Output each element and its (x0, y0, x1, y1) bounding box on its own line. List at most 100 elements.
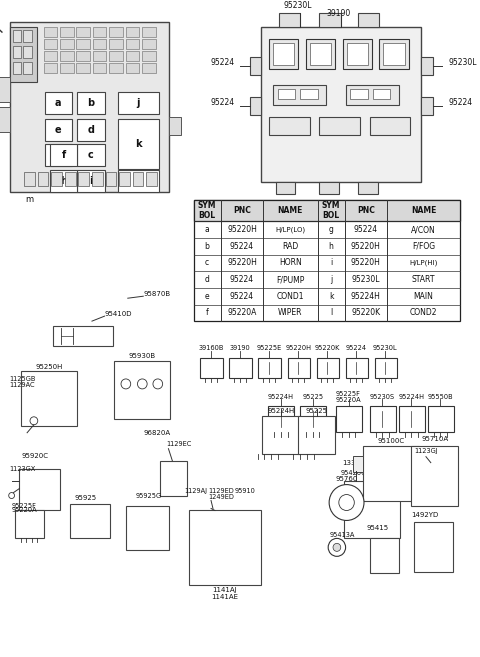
Text: NAME: NAME (411, 206, 436, 215)
Text: 95230L: 95230L (284, 1, 312, 10)
Bar (109, 51, 123, 61)
Bar (126, 27, 139, 37)
Bar (45, 92, 72, 114)
Text: f: f (206, 308, 208, 317)
Text: 95760: 95760 (336, 476, 358, 482)
Text: 95930B: 95930B (129, 353, 156, 359)
Bar (421, 57, 433, 75)
Bar (142, 39, 156, 49)
Text: 95230S: 95230S (370, 394, 395, 400)
Bar (93, 39, 107, 49)
Bar (14, 510, 44, 538)
Bar (19, 468, 60, 510)
Text: 95250H: 95250H (36, 364, 63, 370)
Text: 95920C: 95920C (21, 453, 48, 459)
Bar (118, 170, 159, 192)
Bar (169, 117, 181, 135)
Text: k: k (135, 139, 142, 148)
Text: 95224: 95224 (210, 99, 234, 107)
Text: PNC: PNC (357, 206, 375, 215)
Text: 95224: 95224 (354, 225, 378, 235)
Bar (344, 480, 400, 538)
Bar (316, 358, 339, 378)
Text: c: c (205, 258, 209, 267)
Bar (273, 43, 294, 65)
Bar (320, 13, 341, 27)
Text: WIPER: WIPER (278, 308, 303, 317)
Bar (44, 63, 57, 73)
Bar (60, 27, 73, 37)
Bar (384, 43, 405, 65)
Text: 1125GB: 1125GB (10, 376, 36, 382)
Bar (51, 171, 62, 185)
Text: j: j (330, 275, 332, 284)
Bar (93, 51, 107, 61)
Bar (411, 445, 458, 505)
Text: SYM
BOL: SYM BOL (198, 201, 216, 220)
Bar (229, 358, 252, 378)
Bar (126, 63, 139, 73)
Bar (273, 85, 326, 105)
Text: F/PUMP: F/PUMP (276, 275, 305, 284)
Text: 95220H: 95220H (351, 242, 381, 251)
Bar (45, 144, 72, 166)
Bar (106, 171, 116, 185)
Bar (189, 510, 262, 585)
Bar (0, 77, 10, 102)
Text: 95220H: 95220H (351, 258, 381, 267)
Bar (310, 43, 331, 65)
Text: H/LP(LO): H/LP(LO) (276, 227, 305, 233)
Bar (50, 170, 77, 192)
Bar (350, 89, 368, 99)
Text: 95925G: 95925G (135, 493, 162, 499)
Text: 1141AJ: 1141AJ (212, 587, 237, 593)
Bar (399, 406, 425, 432)
Bar (126, 51, 139, 61)
Text: RAD: RAD (282, 242, 299, 251)
Bar (12, 30, 21, 42)
Bar (300, 406, 326, 432)
Bar (10, 22, 169, 192)
Text: A/CON: A/CON (411, 225, 436, 235)
Text: 95224: 95224 (210, 58, 234, 68)
Bar (60, 39, 73, 49)
Bar (92, 171, 103, 185)
Text: 95413A: 95413A (329, 532, 355, 538)
Bar (193, 200, 460, 221)
Text: 95230L: 95230L (373, 345, 397, 351)
Circle shape (121, 379, 131, 389)
Bar (370, 406, 396, 432)
Text: 95220H: 95220H (227, 258, 257, 267)
Bar (320, 117, 360, 135)
Text: 95230L: 95230L (352, 275, 380, 284)
Text: 95220H: 95220H (227, 225, 257, 235)
Text: e: e (55, 125, 61, 135)
Text: 39160B: 39160B (198, 345, 224, 351)
Text: 95415: 95415 (367, 526, 389, 532)
Text: a: a (205, 225, 210, 235)
Bar (132, 171, 143, 185)
Bar (23, 46, 32, 58)
Text: 95224H: 95224H (267, 408, 294, 414)
Text: 1339CC: 1339CC (343, 460, 370, 466)
Text: 39190: 39190 (327, 9, 351, 18)
Text: 95220K: 95220K (351, 308, 381, 317)
Bar (10, 27, 37, 82)
Text: 95230L: 95230L (448, 58, 477, 68)
Text: 95220H: 95220H (285, 345, 311, 351)
Text: 1129AC: 1129AC (10, 382, 36, 388)
Text: h: h (60, 175, 67, 185)
Bar (142, 63, 156, 73)
Bar (77, 144, 105, 166)
Bar (269, 117, 310, 135)
Bar (276, 181, 295, 194)
Text: 95710A: 95710A (421, 436, 448, 442)
Bar (142, 27, 156, 37)
Bar (118, 119, 159, 169)
Text: 95224: 95224 (346, 345, 367, 351)
Bar (76, 63, 90, 73)
Bar (250, 57, 262, 75)
Text: 1249ED: 1249ED (208, 493, 234, 499)
Bar (421, 97, 433, 115)
Text: i: i (89, 175, 93, 185)
